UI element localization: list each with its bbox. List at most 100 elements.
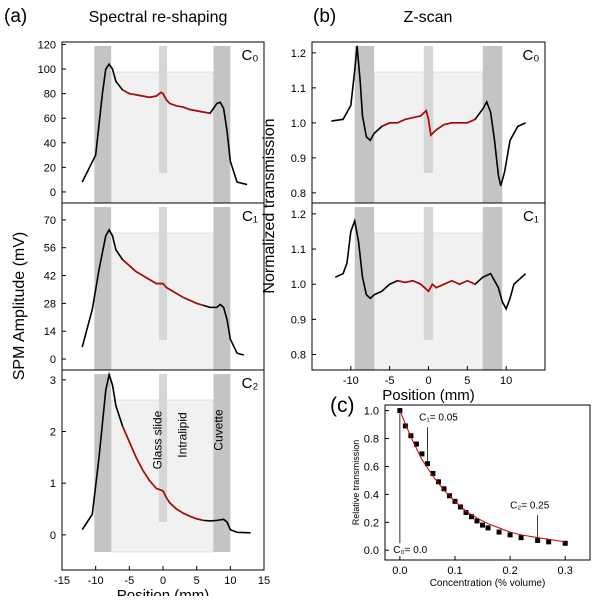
panel-label: (a) [4, 6, 27, 27]
y-tick-label: 120 [38, 39, 56, 51]
data-line [399, 410, 566, 543]
panel-label: (c) [330, 394, 355, 417]
y-tick-label: 0.4 [364, 489, 379, 501]
cuvette-wall [213, 207, 231, 370]
x-tick-label: 10 [500, 375, 512, 387]
y-tick-label: 3 [50, 375, 56, 387]
y-tick-label: 14 [44, 326, 56, 338]
glass-slide [158, 374, 168, 522]
y-tick-label: 0.2 [364, 517, 379, 529]
x-tick-label: 0.3 [558, 565, 573, 577]
data-point [424, 461, 430, 467]
data-point [562, 540, 568, 546]
data-point [419, 451, 425, 457]
y-tick-label: 0.8 [291, 350, 306, 362]
data-point [430, 470, 436, 476]
data-line [122, 89, 211, 114]
y-axis-title: Normalized transmission [261, 118, 278, 293]
glass-slide [158, 207, 168, 340]
panel-title: Spectral re-shaping [89, 9, 228, 26]
y-tick-label: 0 [50, 187, 56, 199]
y-tick-label: 0.8 [364, 434, 379, 446]
y-tick-label: 28 [44, 298, 56, 310]
subplot-label: C₂ [242, 375, 259, 392]
data-point [507, 532, 513, 538]
x-tick-label: 0 [160, 575, 166, 587]
y-tick-label: 80 [44, 89, 56, 101]
glass-slide [423, 46, 434, 173]
plot-frame [384, 404, 591, 561]
data-point [485, 525, 491, 531]
data-point [546, 539, 552, 545]
x-tick-label: 15 [258, 575, 270, 587]
x-tick-label: 0.2 [502, 565, 517, 577]
x-tick-label: -10 [343, 375, 359, 387]
annotation: C₁= 0.05 [419, 412, 458, 423]
y-tick-label: 1.0 [364, 406, 379, 418]
x-tick-label: 10 [224, 575, 236, 587]
cuvette-wall [482, 207, 503, 370]
y-tick-label: 100 [38, 64, 56, 76]
y-tick-label: 70 [44, 215, 56, 227]
panel-title: Z-scan [404, 9, 453, 26]
x-tick-label: 0.0 [392, 565, 407, 577]
y-tick-label: 0 [50, 354, 56, 366]
y-tick-label: 0.9 [291, 153, 306, 165]
data-point [402, 423, 408, 429]
data-line [122, 259, 204, 307]
data-point [496, 529, 502, 535]
data-point [408, 433, 414, 439]
y-tick-label: 20 [44, 162, 56, 174]
glass-slide [423, 207, 434, 340]
data-line [122, 426, 204, 522]
y-tick-label: 1.1 [291, 83, 306, 95]
x-axis-title: Position (mm) [382, 387, 475, 404]
data-line [381, 109, 476, 137]
data-point [535, 537, 541, 543]
x-axis-title: Concentration (% volume) [430, 578, 546, 589]
cuvette-wall [94, 374, 112, 552]
annotation: C₂= 0.25 [510, 500, 550, 511]
cuvette-wall [213, 374, 231, 552]
y-tick-label: 60 [44, 113, 56, 125]
data-point [435, 479, 441, 485]
x-tick-label: -10 [88, 575, 104, 587]
x-tick-label: -5 [124, 575, 134, 587]
data-point [441, 486, 447, 492]
data-line [397, 279, 476, 293]
x-tick-label: -5 [385, 375, 395, 387]
y-tick-label: 1.2 [291, 48, 306, 60]
x-tick-label: 0.1 [447, 565, 462, 577]
cuvette-wall [213, 46, 231, 203]
y-axis-title: Relative transmission [351, 440, 361, 526]
x-tick-label: -15 [54, 575, 70, 587]
x-tick-label: 5 [194, 575, 200, 587]
subplot-label: C₀ [241, 47, 258, 64]
y-tick-label: 1 [50, 478, 56, 490]
region-label: Glass slide [151, 410, 165, 469]
y-tick-label: 1.1 [291, 244, 306, 256]
y-tick-label: 1.0 [291, 279, 306, 291]
y-tick-label: 40 [44, 138, 56, 150]
y-axis-title: SPM Amplitude (mV) [11, 232, 28, 380]
y-tick-label: 0.8 [291, 188, 306, 200]
panel-label: (b) [313, 6, 336, 27]
y-tick-label: 0.0 [364, 545, 379, 557]
data-point [457, 504, 463, 510]
data-point [518, 535, 524, 541]
x-axis-title: Position (mm) [117, 587, 210, 596]
region-label: Intralipid [176, 412, 190, 457]
glass-slide [158, 46, 168, 173]
subplot-label: C₁ [242, 208, 258, 225]
data-point [463, 510, 469, 516]
region-label: Cuvette [211, 409, 225, 451]
data-point [474, 518, 480, 524]
data-point [480, 522, 486, 528]
subplot-label: C₁ [523, 208, 539, 225]
data-point [413, 441, 419, 447]
subplot-label: C₀ [522, 47, 539, 64]
x-tick-label: 0 [425, 375, 431, 387]
cuvette-wall [94, 46, 112, 203]
y-tick-label: 0.6 [364, 461, 379, 473]
